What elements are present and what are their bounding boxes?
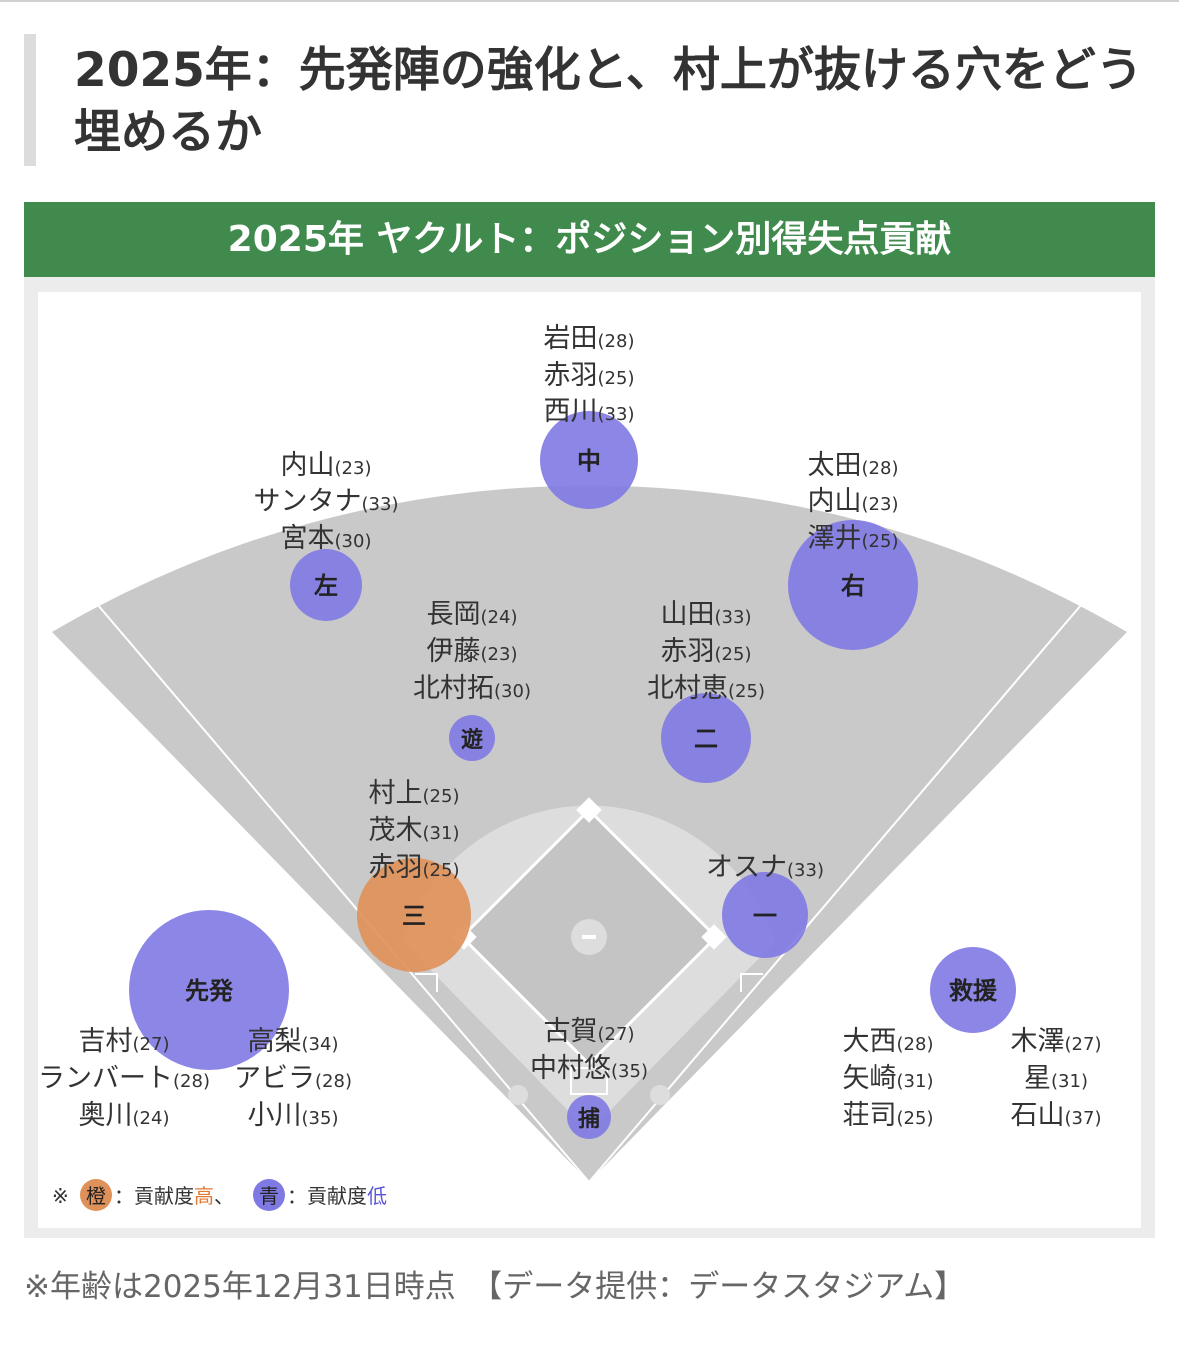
cf-label: 中 — [577, 447, 601, 475]
baseball-field-diagram: 中 左 右 遊 二 三 一 捕 先発 救援 岩田(28) 赤羽(25) 西川(3… — [38, 323, 1127, 1211]
player-name: 星(31) — [1024, 1063, 1088, 1094]
player-name: 吉村(27) — [79, 1026, 170, 1057]
color-legend: ※ 橙 ：貢献度高、 青 ：貢献度低 — [52, 1179, 387, 1211]
player-name: 古賀(27) — [544, 1016, 635, 1047]
player-name: 山田(33) — [661, 599, 752, 630]
legend-blue-swatch — [253, 1179, 285, 1211]
legend-orange-text: ：貢献度高、 — [114, 1184, 234, 1208]
player-name: 小川(35) — [248, 1100, 339, 1131]
player-name: 北村恵(25) — [647, 673, 765, 704]
player-name: 内山(23) — [808, 486, 899, 517]
on-deck-circle-left — [508, 1085, 528, 1105]
chart-banner: 2025年 ヤクルト：ポジション別得失点貢献 — [24, 202, 1155, 277]
player-name: 中村悠(35) — [530, 1053, 648, 1084]
right-foul-line — [588, 583, 1100, 1183]
c-label: 捕 — [578, 1107, 600, 1132]
player-name: 赤羽(25) — [369, 852, 460, 883]
batters-box — [570, 1067, 608, 1095]
legend-orange-mark: 橙 — [86, 1184, 106, 1208]
player-name: 伊藤(23) — [427, 636, 518, 667]
player-name: オスナ(33) — [706, 852, 824, 883]
player-name: 赤羽(25) — [544, 360, 635, 391]
player-name: 澤井(25) — [808, 523, 899, 554]
player-name: ランバート(28) — [38, 1063, 210, 1094]
player-name: 木澤(27) — [1011, 1026, 1102, 1057]
player-name: 西川(33) — [544, 396, 635, 427]
3b-label: 三 — [402, 902, 426, 930]
sp-bubble — [129, 910, 289, 1070]
lf-bubble — [290, 549, 362, 621]
legend-blue-text: ：貢献度低 — [287, 1184, 387, 1208]
first-base — [701, 924, 727, 950]
rf-label: 右 — [841, 572, 865, 600]
second-base — [576, 797, 602, 823]
player-name: 長岡(24) — [427, 599, 518, 630]
player-name: 奥川(24) — [79, 1100, 170, 1131]
footnote: ※年齢は2025年12月31日時点 【データ提供：データスタジアム】 — [24, 1269, 966, 1305]
player-name: 赤羽(25) — [661, 636, 752, 667]
lf-label: 左 — [314, 572, 338, 600]
player-name: 宮本(30) — [281, 523, 372, 554]
sp-label: 先発 — [185, 977, 234, 1005]
legend-prefix: ※ — [52, 1184, 69, 1208]
infographic-card: 2025年 ヤクルト：ポジション別得失点貢献 中 — [24, 202, 1155, 1238]
player-name: 石山(37) — [1011, 1100, 1102, 1131]
player-name: 高梨(34) — [248, 1026, 339, 1057]
rp-label: 救援 — [949, 977, 998, 1005]
article-heading: 2025年：先発陣の強化と、村上が抜ける穴をどう埋めるか — [24, 34, 1144, 166]
top-divider — [0, 0, 1179, 2]
rf-bubble — [788, 520, 918, 650]
player-name: 岩田(28) — [544, 323, 635, 354]
player-name: 荘司(25) — [843, 1100, 934, 1131]
ss-label: 遊 — [461, 727, 483, 753]
player-name: 大西(28) — [843, 1026, 934, 1057]
player-name: アビラ(28) — [234, 1063, 352, 1094]
2b-bubble — [661, 693, 751, 783]
heading-text: 2025年：先発陣の強化と、村上が抜ける穴をどう埋めるか — [74, 43, 1143, 160]
c-bubble — [567, 1095, 611, 1139]
ss-bubble — [449, 715, 495, 761]
1b-bubble — [722, 872, 808, 958]
cf-bubble — [540, 411, 638, 509]
1b-label: 一 — [753, 902, 777, 930]
player-name: 太田(28) — [808, 450, 899, 481]
player-name: 茂木(31) — [369, 815, 460, 846]
third-coach-box — [415, 973, 438, 992]
player-name: サンタナ(33) — [254, 486, 399, 517]
legend-blue-mark: 青 — [259, 1184, 279, 1208]
first-coach-box — [740, 973, 763, 992]
rp-bubble — [930, 947, 1016, 1033]
legend-orange-swatch — [80, 1179, 112, 1211]
player-name: 北村拓(30) — [413, 673, 531, 704]
chart-title: 2025年 ヤクルト：ポジション別得失点貢献 — [227, 219, 952, 260]
player-name: 内山(23) — [281, 450, 372, 481]
pitchers-plate — [582, 935, 596, 939]
left-foul-line — [79, 583, 590, 1183]
2b-label: 二 — [694, 725, 718, 753]
on-deck-circle-right — [650, 1085, 670, 1105]
3b-bubble — [357, 858, 471, 972]
player-name: 村上(25) — [369, 778, 460, 809]
player-name: 矢崎(31) — [843, 1063, 934, 1094]
field-diagram-area: 中 左 右 遊 二 三 一 捕 先発 救援 岩田(28) 赤羽(25) 西川(3… — [38, 292, 1141, 1228]
